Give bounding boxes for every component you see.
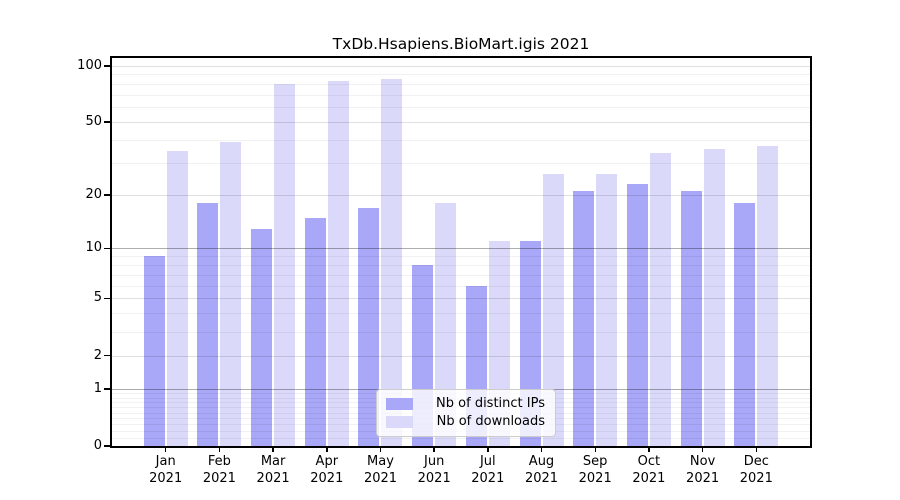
- x-tick-month: Oct: [637, 454, 661, 469]
- x-tick-month: Jun: [424, 454, 445, 469]
- x-tick-mark: [755, 446, 758, 452]
- x-tick-label-aug: Aug 2021: [510, 454, 574, 487]
- y-tick-label: 2: [93, 347, 102, 363]
- y-tick-mark: [104, 194, 111, 196]
- bar-downloads-may: [381, 79, 403, 446]
- x-tick-label-nov: Nov 2021: [671, 454, 735, 487]
- x-tick-year: 2021: [310, 470, 344, 486]
- x-tick-label-jul: Jul 2021: [456, 454, 520, 487]
- x-tick-month: Apr: [315, 454, 339, 469]
- legend-label-distinct-ips: Nb of distinct IPs: [436, 396, 545, 411]
- bar-distinct-ips-feb: [197, 203, 219, 446]
- y-tick-label: 20: [85, 187, 102, 203]
- bar-downloads-jan: [166, 150, 188, 446]
- chart-title: TxDb.Hsapiens.BioMart.igis 2021: [332, 35, 590, 53]
- legend-swatch-downloads-icon: [386, 416, 413, 428]
- legend-item-distinct-ips: Nb of distinct IPs: [386, 396, 545, 412]
- bar-distinct-ips-nov: [680, 191, 702, 446]
- y-tick-mark: [104, 354, 111, 357]
- y-tick-mark: [104, 247, 111, 250]
- y-tick-mark: [104, 297, 111, 300]
- legend-item-downloads: Nb of downloads: [386, 414, 545, 430]
- legend-swatch-distinct-ips-icon: [386, 398, 413, 410]
- y-tick-mark: [104, 388, 111, 390]
- x-tick-label-jan: Jan 2021: [134, 454, 198, 487]
- legend-label-downloads: Nb of downloads: [436, 414, 545, 429]
- bar-distinct-ips-may: [358, 207, 380, 446]
- x-tick-mark: [487, 446, 489, 452]
- x-tick-year: 2021: [578, 470, 612, 486]
- x-tick-year: 2021: [363, 470, 398, 486]
- y-tick-mark: [104, 445, 111, 447]
- y-tick-mark: [104, 121, 111, 123]
- x-tick-year: 2021: [417, 470, 451, 486]
- plot-frame: [110, 56, 812, 448]
- y-tick-label: 50: [85, 114, 102, 130]
- x-tick-year: 2021: [471, 470, 505, 486]
- x-tick-mark: [540, 446, 543, 452]
- bar-downloads-oct: [649, 153, 671, 446]
- x-tick-label-mar: Mar 2021: [241, 454, 305, 487]
- x-tick-month: Aug: [528, 454, 555, 469]
- bar-downloads-dec: [757, 146, 779, 446]
- x-tick-mark: [379, 446, 382, 452]
- y-tick-label: 100: [77, 57, 102, 73]
- x-tick-mark: [218, 446, 221, 452]
- x-tick-mark: [433, 446, 435, 452]
- legend: Nb of distinct IPs Nb of downloads: [376, 389, 556, 437]
- y-tick-label: 0: [93, 438, 102, 453]
- x-tick-label-apr: Apr 2021: [295, 454, 359, 487]
- x-tick-year: 2021: [149, 470, 183, 486]
- x-tick-month: Dec: [743, 454, 769, 469]
- bar-distinct-ips-sep: [573, 191, 595, 446]
- bar-downloads-apr: [327, 80, 349, 446]
- x-tick-month: Sep: [582, 454, 608, 469]
- bar-downloads-feb: [220, 142, 242, 446]
- x-tick-mark: [701, 446, 704, 452]
- y-tick-label: 5: [93, 290, 102, 306]
- x-tick-mark: [594, 446, 596, 452]
- bar-distinct-ips-apr: [304, 217, 326, 446]
- x-tick-label-feb: Feb 2021: [187, 454, 251, 487]
- x-tick-month: Mar: [260, 454, 286, 469]
- bar-downloads-mar: [274, 83, 296, 446]
- bar-downloads-nov: [703, 148, 725, 446]
- bar-downloads-aug: [542, 174, 564, 446]
- x-tick-year: 2021: [739, 470, 773, 486]
- x-tick-month: Jul: [479, 454, 496, 469]
- x-tick-label-sep: Sep 2021: [563, 454, 627, 487]
- x-tick-month: May: [367, 454, 394, 469]
- x-tick-year: 2021: [524, 470, 559, 486]
- plot-area: [112, 58, 810, 446]
- x-tick-month: Feb: [207, 454, 231, 469]
- y-tick-label: 10: [85, 240, 102, 256]
- x-tick-label-dec: Dec 2021: [724, 454, 788, 487]
- bar-downloads-sep: [596, 174, 618, 446]
- y-tick-mark: [104, 65, 111, 67]
- x-tick-label-may: May 2021: [349, 454, 413, 487]
- x-tick-mark: [648, 446, 650, 452]
- x-tick-mark: [326, 446, 328, 452]
- bar-distinct-ips-oct: [626, 184, 648, 446]
- x-tick-month: Jan: [155, 454, 176, 469]
- bar-distinct-ips-mar: [251, 228, 273, 446]
- y-tick-label: 1: [93, 380, 102, 396]
- bar-distinct-ips-dec: [734, 203, 756, 446]
- x-tick-label-jun: Jun 2021: [402, 454, 466, 487]
- x-tick-mark: [272, 446, 274, 452]
- x-tick-year: 2021: [686, 470, 720, 486]
- x-tick-year: 2021: [202, 470, 236, 486]
- x-tick-year: 2021: [632, 470, 666, 486]
- x-tick-month: Nov: [689, 454, 716, 469]
- bar-distinct-ips-jan: [143, 256, 165, 446]
- bar-downloads-jun: [435, 203, 457, 446]
- x-tick-label-oct: Oct 2021: [617, 454, 681, 487]
- x-tick-year: 2021: [256, 470, 290, 486]
- x-tick-mark: [164, 446, 167, 452]
